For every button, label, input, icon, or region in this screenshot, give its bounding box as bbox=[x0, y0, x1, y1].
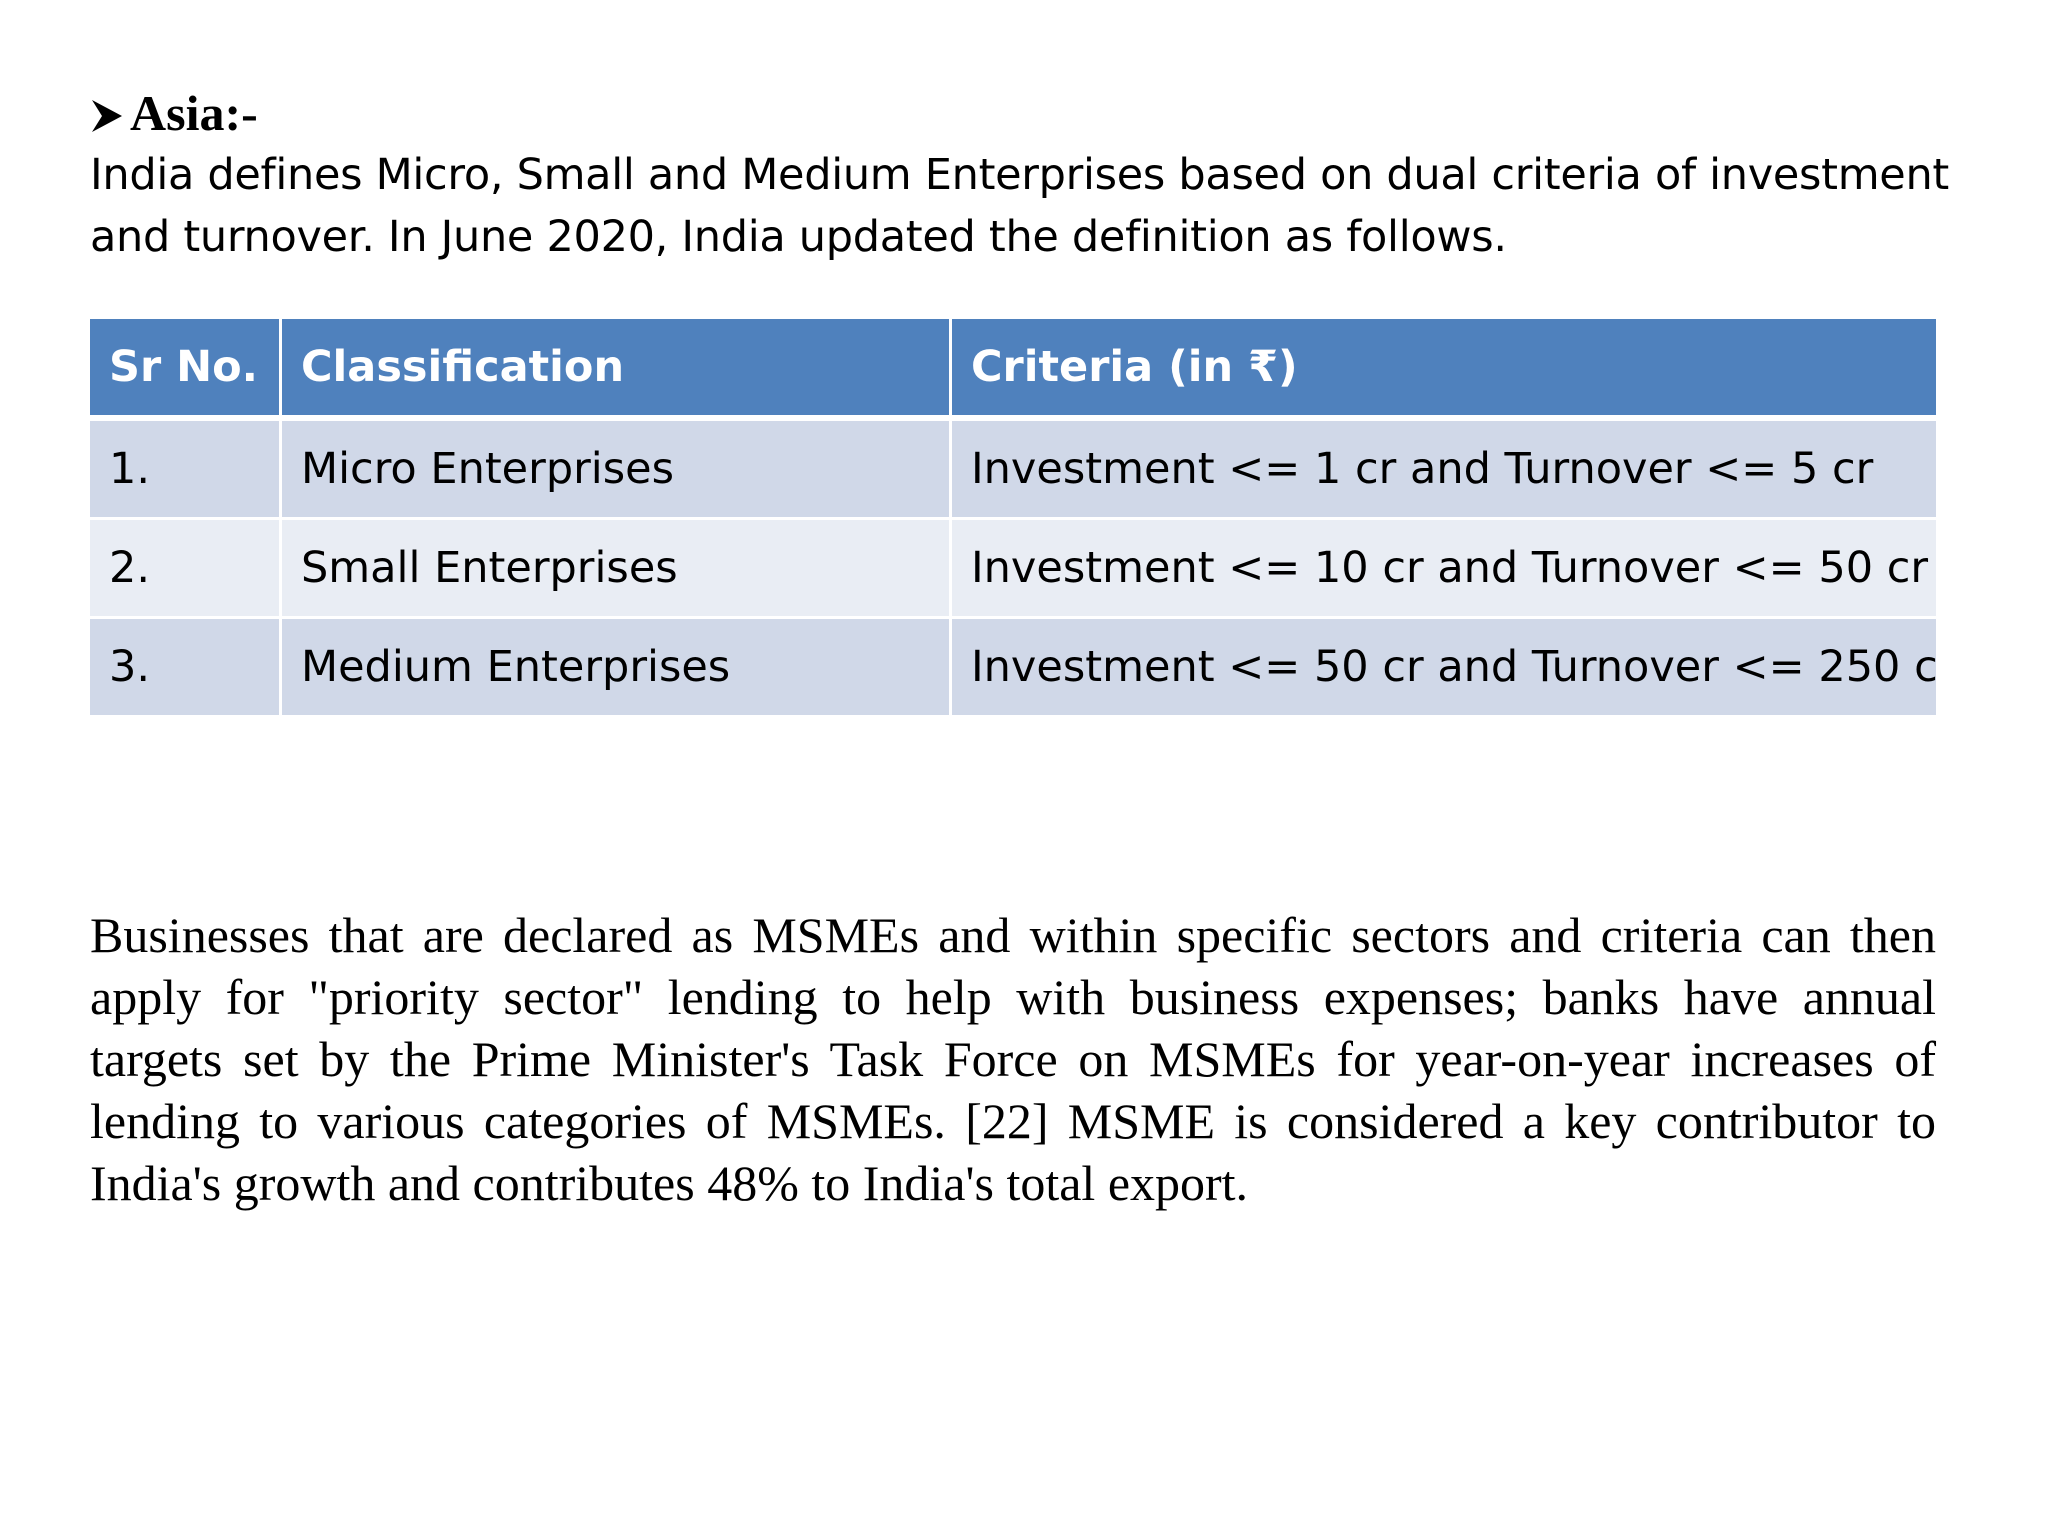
msme-description-paragraph: Businesses that are declared as MSMEs an… bbox=[90, 907, 1936, 1211]
cell-classification: Micro Enterprises bbox=[279, 416, 952, 520]
section-heading: Asia:- bbox=[90, 82, 258, 144]
table-row: 3. Medium Enterprises Investment <= 50 c… bbox=[87, 616, 1939, 718]
cell-classification: Medium Enterprises bbox=[279, 616, 952, 718]
header-sr-no: Sr No. bbox=[87, 316, 282, 420]
cell-criteria: Investment <= 10 cr and Turnover <= 50 c… bbox=[949, 517, 1939, 619]
arrow-bullet-icon bbox=[90, 82, 130, 144]
header-classification: Classification bbox=[279, 316, 952, 420]
intro-line-1: India defines Micro, Small and Medium En… bbox=[90, 150, 1949, 200]
table-row: 2. Small Enterprises Investment <= 10 cr… bbox=[87, 517, 1939, 619]
msme-classification-table: Sr No. Classification Criteria (in ₹) 1.… bbox=[87, 316, 1939, 718]
intro-line-2: and turnover. In June 2020, India update… bbox=[90, 212, 1507, 262]
section-heading-text: Asia:- bbox=[130, 85, 258, 141]
cell-sr-no: 1. bbox=[87, 416, 282, 520]
cell-criteria: Investment <= 50 cr and Turnover <= 250 … bbox=[949, 616, 1939, 718]
cell-sr-no: 2. bbox=[87, 517, 282, 619]
cell-sr-no: 3. bbox=[87, 616, 282, 718]
header-criteria: Criteria (in ₹) bbox=[949, 316, 1939, 420]
intro-text: India defines Micro, Small and Medium En… bbox=[90, 144, 1970, 268]
cell-criteria: Investment <= 1 cr and Turnover <= 5 cr bbox=[949, 416, 1939, 520]
cell-classification: Small Enterprises bbox=[279, 517, 952, 619]
table-row: 1. Micro Enterprises Investment <= 1 cr … bbox=[87, 416, 1939, 520]
table-header-row: Sr No. Classification Criteria (in ₹) bbox=[87, 316, 1939, 420]
